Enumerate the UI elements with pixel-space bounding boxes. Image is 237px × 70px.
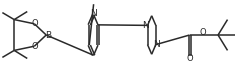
Text: O: O [31, 42, 38, 51]
Text: O: O [31, 19, 38, 28]
Text: O: O [186, 54, 193, 63]
Text: N: N [142, 21, 149, 30]
Text: B: B [45, 31, 51, 39]
Text: N: N [154, 40, 160, 49]
Text: O: O [199, 28, 206, 37]
Text: N: N [90, 9, 97, 18]
